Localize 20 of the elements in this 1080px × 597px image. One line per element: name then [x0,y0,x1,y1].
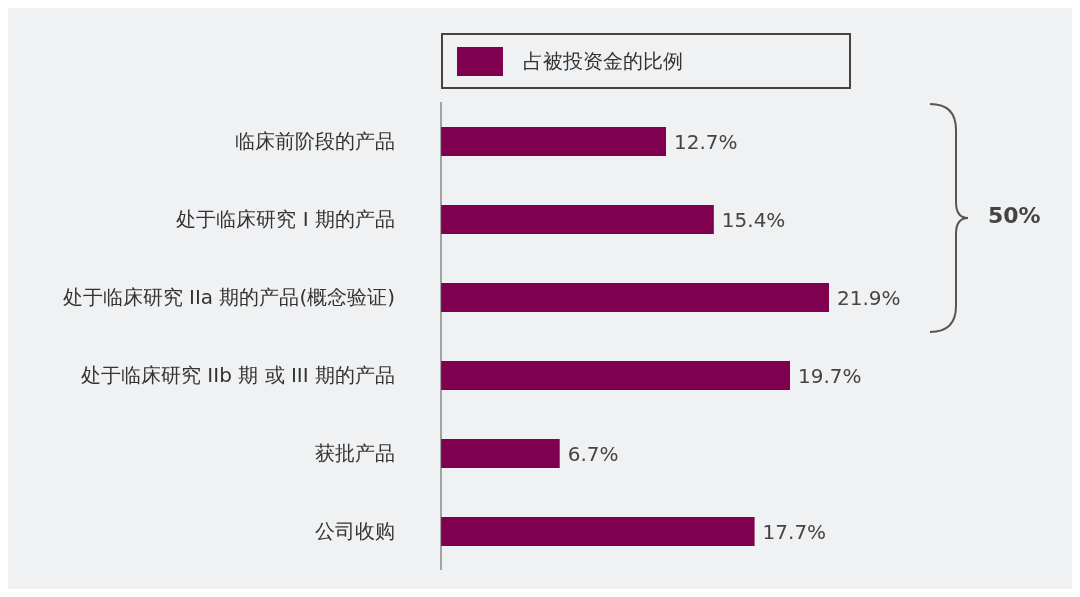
data-label: 15.4% [721,207,786,232]
legend-label: 占被投资金的比例 [523,47,683,75]
bar [441,361,791,390]
data-label: 12.7% [674,129,738,154]
data-label: 21.9% [837,285,901,310]
y-tick-label: 获批产品 [315,441,395,466]
data-label: 17.7% [762,519,827,544]
bar [441,439,560,468]
y-tick-label: 临床前阶段的产品 [235,129,395,154]
text: 50% [988,203,1041,228]
y-tick-label: 处于临床研究 IIa 期的产品(概念验证) [62,285,395,310]
y-tick-label: 处于临床研究 I 期的产品 [176,207,395,232]
bar [441,283,829,312]
bar [441,205,714,234]
data-label: 19.7% [798,363,862,388]
data-label: 6.7% [567,441,619,466]
bar [441,517,755,546]
y-tick-label: 处于临床研究 IIb 期 或 III 期的产品 [81,363,395,388]
y-tick-label: 公司收购 [315,519,395,544]
bar [441,127,666,156]
